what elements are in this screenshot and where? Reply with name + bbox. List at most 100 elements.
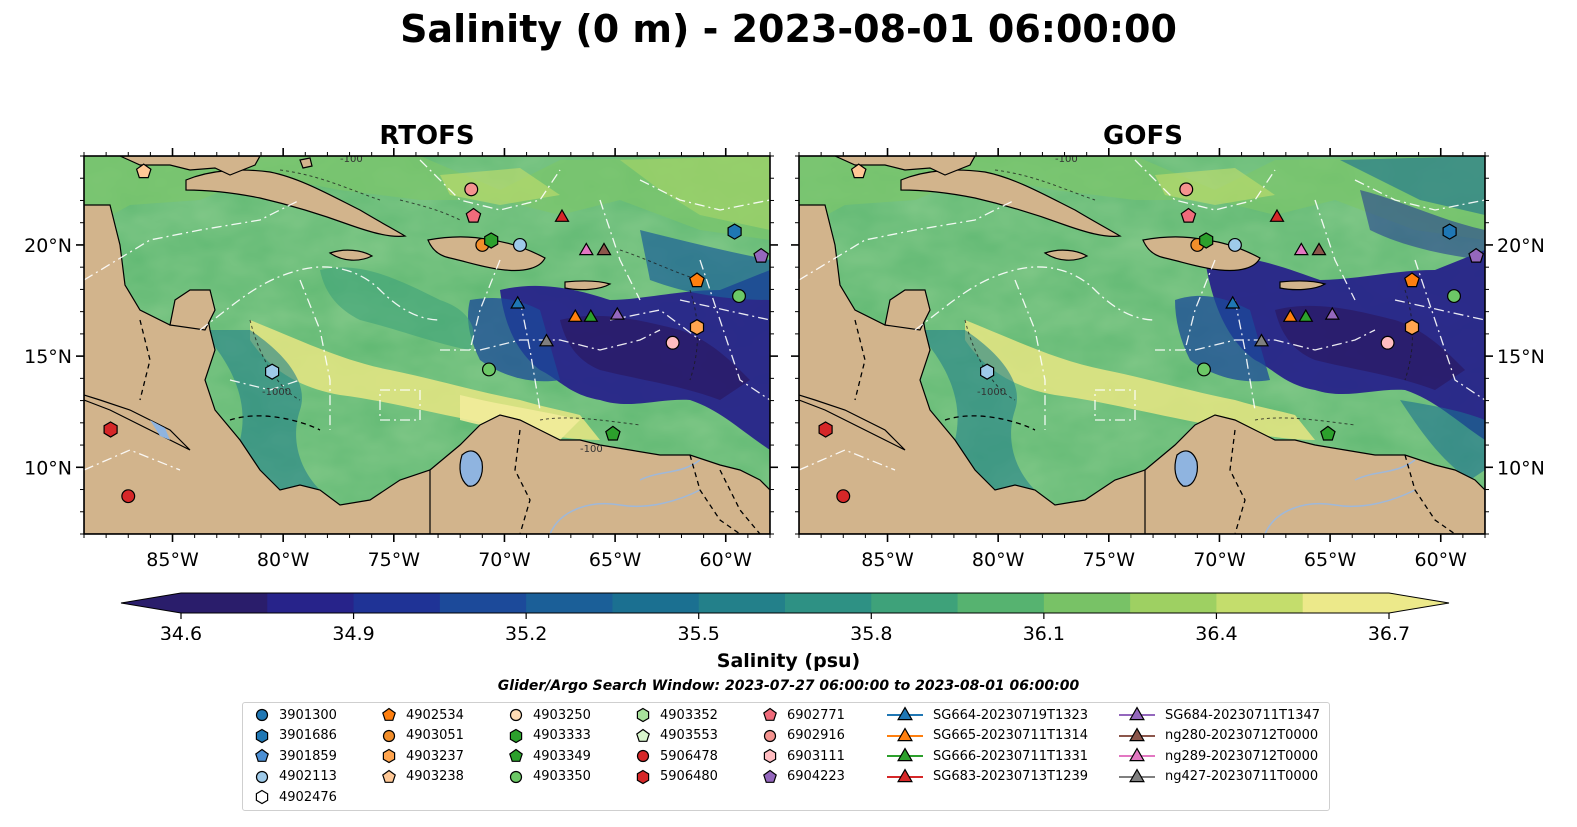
legend-item: SG665-20230711T1314: [885, 726, 1088, 746]
legend-label: 4903238: [406, 769, 464, 784]
legend-pentagon-icon: [255, 748, 269, 762]
legend-item: 4903350: [507, 767, 591, 787]
legend-marker-icon: [887, 747, 923, 762]
legend-item: 6902916: [761, 726, 845, 746]
legend-circle-icon: [763, 729, 777, 742]
legend-item: 5906480: [634, 767, 718, 787]
legend-item: 4902534: [380, 705, 464, 725]
observation-marker: [596, 242, 612, 256]
legend-label: SG683-20230713T1239: [933, 769, 1089, 784]
x-tick-label: 70°W: [478, 549, 531, 571]
observation-marker: [567, 308, 583, 322]
observation-marker: [481, 362, 496, 377]
legend-item: 4903349: [507, 746, 591, 766]
map-panel-gofs: -100 -1000: [799, 154, 1485, 534]
legend-item: 4903237: [380, 746, 464, 766]
legend-marker-icon: [636, 769, 650, 784]
colorbar-segment: [181, 593, 268, 613]
legend-item: ng427-20230711T0000: [1117, 767, 1318, 787]
colorbar-segment: [957, 593, 1045, 613]
observation-marker: [689, 272, 705, 288]
axes-gofs: 85°W 80°W 75°W 70°W 65°W 60°W 20°N 15°N 10°N: [791, 148, 1545, 571]
y-tick-label: 15°N: [24, 346, 72, 368]
legend-item: 4903250: [507, 705, 591, 725]
observation-marker: [1293, 242, 1309, 256]
x-tick-label: 70°W: [1193, 549, 1246, 571]
legend-hexagon-icon: [636, 769, 650, 784]
legend-hexagon-icon: [255, 789, 269, 805]
observation-marker: [1269, 208, 1285, 222]
observation-marker: [979, 363, 995, 380]
map-panels: -100 -1000 -100: [24, 148, 1545, 571]
legend-item: ng280-20230712T0000: [1117, 726, 1318, 746]
legend-item: 4903238: [380, 767, 464, 787]
legend-marker-icon: [255, 748, 269, 762]
legend-item: 4903352: [634, 705, 718, 725]
observation-marker: [121, 489, 136, 504]
legend-triangle-icon: [897, 726, 913, 741]
legend-circle-icon: [509, 770, 523, 783]
observation-marker: [665, 335, 680, 350]
observation-marker: [1199, 232, 1214, 249]
contour-label: -1000: [977, 387, 1006, 398]
legend-marker-icon: [636, 749, 650, 763]
legend-label: SG684-20230711T1347: [1165, 707, 1321, 723]
legend-triangle-icon: [1129, 726, 1145, 741]
legend-triangle-icon: [1129, 767, 1145, 782]
observation-marker: [512, 237, 527, 252]
observation-marker: [1380, 335, 1395, 350]
observation-marker: [1468, 247, 1485, 263]
legend-label: 4903250: [533, 707, 591, 723]
observation-marker: [1320, 425, 1336, 441]
map-panel-rtofs: -100 -1000 -100: [84, 154, 770, 534]
legend-item: 4903553: [634, 726, 718, 746]
x-tick-label: 85°W: [146, 549, 199, 571]
legend-marker-icon: [887, 767, 923, 782]
observation-marker: [578, 242, 594, 256]
legend-circle-icon: [382, 729, 396, 742]
observation-marker: [1298, 308, 1314, 322]
legend-item: 5906478: [634, 746, 718, 766]
observation-marker: [850, 163, 867, 179]
observation-marker: [727, 223, 742, 240]
observation-marker: [465, 207, 482, 223]
observation-marker: [1404, 319, 1420, 336]
observation-marker: [510, 295, 526, 309]
legend-hexagon-icon: [255, 728, 269, 743]
observation-marker: [689, 319, 705, 336]
legend-circle-icon: [509, 708, 523, 722]
observation-marker: [1442, 223, 1457, 240]
colorbar-tick-label: 34.9: [332, 623, 374, 640]
panel-title-rtofs: RTOFS: [379, 121, 475, 151]
legend-label: 6903111: [787, 748, 845, 764]
legend-circle-icon: [255, 708, 269, 722]
legend-marker-icon: [763, 769, 777, 783]
observation-marker: [836, 489, 851, 504]
observation-marker: [1180, 207, 1197, 223]
legend-circle-icon: [636, 749, 650, 763]
x-tick-label: 60°W: [700, 549, 753, 571]
legend-hexagon-icon: [636, 707, 650, 723]
colorbar-segment: [1302, 593, 1390, 613]
contour-label: -100: [340, 154, 363, 165]
legend-label: 4903333: [533, 728, 591, 743]
legend-marker-icon: [1119, 706, 1155, 721]
x-tick-label: 80°W: [972, 549, 1025, 571]
colorbar-tick-label: 35.8: [850, 623, 892, 640]
colorbar-tick-label: 36.1: [1023, 623, 1065, 640]
x-tick-label: 80°W: [257, 549, 310, 571]
legend-label: ng427-20230711T0000: [1165, 769, 1319, 784]
legend-triangle-icon: [1129, 747, 1145, 762]
colorbar-segment: [353, 593, 441, 613]
legend-marker-icon: [255, 789, 269, 805]
legend-item: SG664-20230719T1323: [885, 705, 1088, 725]
contour-label: -100: [1055, 154, 1078, 165]
legend-pentagon-icon: [382, 707, 396, 721]
observation-marker: [1225, 295, 1241, 309]
legend-pentagon-icon: [509, 748, 523, 762]
observation-marker: [538, 333, 555, 347]
legend-item: ng289-20230712T0000: [1117, 746, 1318, 766]
colorbar-segment: [612, 593, 700, 613]
legend-hexagon-icon: [763, 748, 777, 764]
legend-marker-icon: [763, 707, 777, 721]
